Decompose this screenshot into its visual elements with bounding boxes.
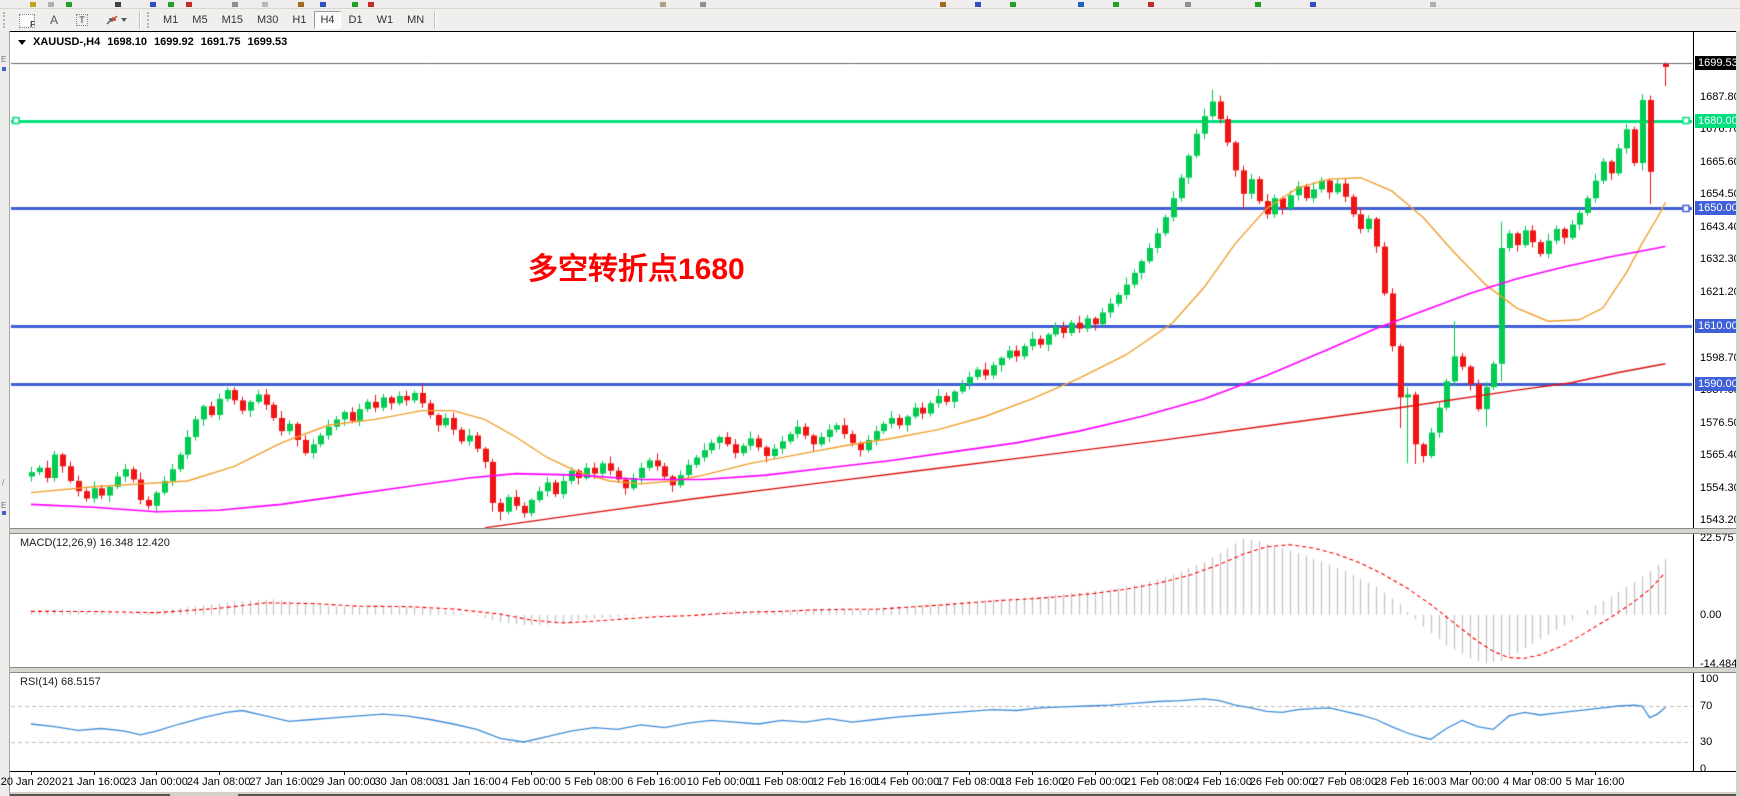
time-tick [1031, 772, 1033, 775]
price-marker-165000: 1650.00 [1695, 201, 1738, 216]
time-tick [969, 772, 971, 775]
price-tick-label: 1543.20 [1700, 514, 1740, 527]
price-tick-label: 1598.70 [1700, 351, 1740, 364]
pane-splitter-macd[interactable] [10, 528, 1740, 534]
time-axis-label: 21 Jan 16:00 [61, 776, 126, 788]
time-axis-label: 14 Feb 00:00 [874, 776, 940, 788]
time-axis-label: 27 Feb 08:00 [1312, 776, 1378, 788]
time-tick [656, 772, 658, 775]
price-marker-159000: 1590.00 [1695, 377, 1738, 392]
macd-indicator-label: MACD(12,26,9) 16.348 12.420 [20, 537, 170, 549]
time-axis-label: 20 Feb 00:00 [1062, 776, 1127, 788]
chart-plot-area[interactable] [10, 32, 1693, 771]
indicator-tick-label: 30 [1700, 736, 1713, 748]
time-axis-label: 23 Jan 00:00 [124, 776, 188, 788]
time-tick [31, 772, 32, 775]
price-axis[interactable]: 1687.80 1676.70 1665.60 1654.50 1643.40 1632.… [1693, 32, 1740, 775]
price-marker-169953: 1699.53 [1695, 56, 1738, 71]
indicator-tick-label: 0.00 [1700, 608, 1722, 621]
price-tick-label: 1654.50 [1700, 188, 1740, 201]
time-axis-label: 24 Feb 16:00 [1187, 776, 1253, 788]
rsi-value: 68.5157 [60, 676, 101, 688]
time-axis-label: 4 Mar 08:00 [1503, 776, 1562, 788]
time-tick [1595, 772, 1596, 775]
price-tick-label: 1643.40 [1700, 220, 1740, 233]
time-axis-label: 17 Feb 08:00 [936, 776, 1002, 788]
time-axis-label: 10 Feb 00:00 [686, 776, 752, 788]
chart-title: XAUUSD-,H4 1698.10 1699.92 1691.75 1699.… [18, 36, 289, 48]
macd-values: 16.348 12.420 [99, 537, 170, 549]
pane-splitter-rsi[interactable] [10, 667, 1740, 673]
time-axis-label: 4 Feb 00:00 [502, 776, 561, 788]
scrollbar-segment[interactable] [10, 794, 170, 796]
time-axis-label: 31 Jan 16:00 [437, 776, 501, 788]
time-tick [468, 772, 470, 775]
price-marker-168000: 1680.00 [1695, 113, 1738, 128]
indicator-tick-label: 22.575 [1700, 532, 1734, 544]
time-tick [1407, 772, 1409, 775]
time-tick [281, 772, 283, 775]
indicator-tick-label: 100 [1700, 673, 1719, 685]
time-tick [531, 772, 533, 775]
time-tick [1094, 772, 1096, 775]
time-axis-label: 24 Jan 08:00 [186, 776, 251, 788]
price-tick-label: 1665.60 [1700, 155, 1740, 168]
time-axis-label: 29 Jan 00:00 [311, 776, 376, 788]
time-tick [1219, 772, 1221, 775]
time-tick [406, 772, 408, 775]
time-axis-label: 20 Jan 2020 [0, 776, 62, 788]
time-tick [218, 772, 220, 775]
time-tick [343, 772, 345, 775]
close-value: 1699.53 [247, 36, 288, 48]
price-tick-label: 1554.30 [1700, 481, 1740, 494]
time-axis[interactable]: 20 Jan 2020 21 Jan 16:00 23 Jan 00:00 24 Ja… [1, 771, 1740, 792]
price-tick-label: 1632.30 [1700, 253, 1740, 266]
price-tick-label: 1687.80 [1700, 90, 1740, 103]
price-tick-label: 1576.50 [1700, 416, 1740, 429]
time-axis-label: 12 Feb 16:00 [811, 776, 877, 788]
time-tick [906, 772, 908, 775]
time-axis-label: 5 Feb 08:00 [564, 776, 624, 788]
time-tick [594, 772, 596, 775]
time-axis-label: 18 Feb 16:00 [999, 776, 1065, 788]
low-value: 1691.75 [200, 36, 241, 48]
time-tick [93, 772, 95, 775]
collapse-triangle-icon[interactable] [18, 39, 26, 45]
scrollbar-thumb[interactable] [238, 794, 1740, 796]
time-tick [844, 772, 846, 775]
time-tick [781, 772, 783, 775]
chart-text-annotation[interactable]: 多空转折点1680 [528, 253, 745, 286]
symbol-period-label: XAUUSD-,H4 [33, 36, 101, 48]
rsi-indicator-label: RSI(14) 68.5157 [20, 676, 101, 688]
time-axis-label: 6 Feb 16:00 [627, 776, 686, 788]
high-value: 1699.92 [154, 36, 194, 48]
time-axis-label: 28 Feb 16:00 [1374, 776, 1440, 788]
window-right-edge [1736, 31, 1740, 796]
indicator-tick-label: 70 [1700, 700, 1713, 712]
time-tick [156, 772, 158, 775]
time-axis-label: 26 Feb 00:00 [1249, 776, 1315, 788]
time-axis-label: 3 Mar 00:00 [1440, 776, 1500, 788]
time-tick [719, 772, 721, 775]
price-tick-label: 1621.20 [1700, 285, 1740, 298]
open-value: 1698.10 [107, 36, 147, 48]
indicator-tick-label: 0 [1700, 763, 1707, 775]
time-axis-label: 30 Jan 08:00 [374, 776, 439, 788]
time-axis-label: 5 Mar 16:00 [1565, 776, 1625, 788]
price-marker-161000: 1610.00 [1695, 318, 1738, 333]
time-tick [1532, 772, 1534, 775]
time-axis-label: 11 Feb 08:00 [749, 776, 814, 788]
time-tick [1282, 772, 1284, 775]
time-tick [1157, 772, 1159, 775]
time-axis-label: 21 Feb 08:00 [1124, 776, 1190, 788]
time-axis-label: 27 Jan 16:00 [249, 776, 314, 788]
price-tick-label: 1565.40 [1700, 449, 1740, 462]
time-tick [1344, 772, 1346, 775]
time-tick [1469, 772, 1471, 775]
